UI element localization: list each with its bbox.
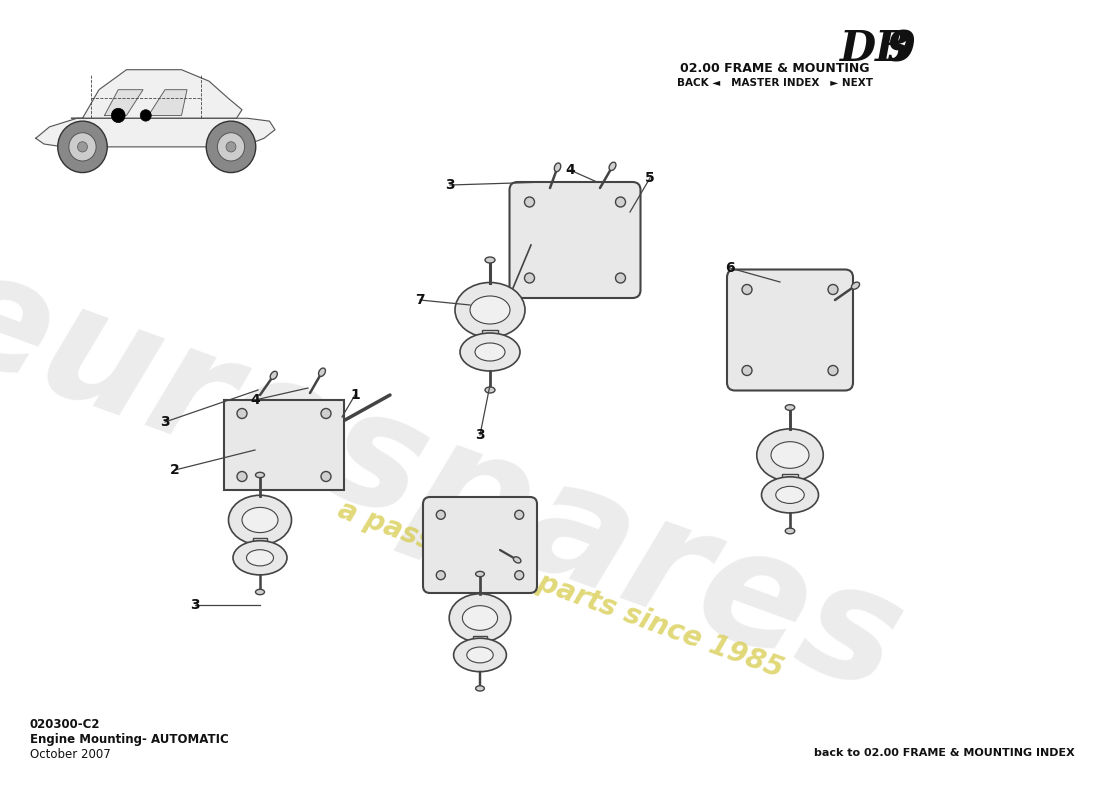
Bar bbox=[782, 474, 797, 491]
Text: a passion for parts since 1985: a passion for parts since 1985 bbox=[333, 496, 786, 684]
Ellipse shape bbox=[242, 507, 278, 533]
Bar bbox=[482, 330, 498, 348]
Text: 3: 3 bbox=[446, 178, 454, 192]
Ellipse shape bbox=[785, 528, 794, 534]
FancyBboxPatch shape bbox=[424, 497, 537, 593]
Ellipse shape bbox=[229, 495, 292, 545]
Ellipse shape bbox=[851, 282, 859, 290]
Circle shape bbox=[616, 197, 626, 207]
Circle shape bbox=[236, 409, 248, 418]
Ellipse shape bbox=[609, 162, 616, 170]
Ellipse shape bbox=[449, 594, 510, 642]
Ellipse shape bbox=[470, 296, 510, 324]
Circle shape bbox=[437, 570, 446, 580]
Text: 6: 6 bbox=[725, 261, 735, 275]
Circle shape bbox=[525, 197, 535, 207]
Circle shape bbox=[218, 133, 244, 161]
Ellipse shape bbox=[785, 405, 794, 410]
Circle shape bbox=[111, 108, 125, 122]
Ellipse shape bbox=[475, 571, 484, 577]
Ellipse shape bbox=[255, 472, 264, 478]
Ellipse shape bbox=[319, 368, 326, 376]
Text: 02.00 FRAME & MOUNTING: 02.00 FRAME & MOUNTING bbox=[680, 62, 870, 75]
Ellipse shape bbox=[455, 282, 525, 338]
Text: back to 02.00 FRAME & MOUNTING INDEX: back to 02.00 FRAME & MOUNTING INDEX bbox=[814, 748, 1075, 758]
Ellipse shape bbox=[757, 429, 823, 481]
Ellipse shape bbox=[761, 477, 818, 513]
Text: 9: 9 bbox=[887, 28, 916, 70]
Circle shape bbox=[616, 273, 626, 283]
Text: 4: 4 bbox=[565, 163, 575, 177]
Text: Engine Mounting- AUTOMATIC: Engine Mounting- AUTOMATIC bbox=[30, 733, 229, 746]
Circle shape bbox=[57, 121, 108, 173]
Text: 5: 5 bbox=[645, 171, 654, 185]
Polygon shape bbox=[35, 118, 275, 147]
FancyBboxPatch shape bbox=[727, 270, 852, 390]
Ellipse shape bbox=[514, 557, 521, 563]
Bar bbox=[253, 538, 267, 554]
Ellipse shape bbox=[246, 550, 274, 566]
Text: 3: 3 bbox=[161, 415, 169, 429]
Ellipse shape bbox=[485, 387, 495, 393]
Circle shape bbox=[77, 142, 88, 152]
Text: eurospares: eurospares bbox=[0, 234, 921, 726]
Polygon shape bbox=[224, 400, 344, 490]
Ellipse shape bbox=[255, 590, 264, 594]
Circle shape bbox=[828, 366, 838, 375]
Text: BACK ◄   MASTER INDEX   ► NEXT: BACK ◄ MASTER INDEX ► NEXT bbox=[676, 78, 873, 88]
Circle shape bbox=[141, 110, 152, 121]
Circle shape bbox=[515, 570, 524, 580]
Text: 020300-C2: 020300-C2 bbox=[30, 718, 100, 731]
Circle shape bbox=[321, 409, 331, 418]
Circle shape bbox=[321, 471, 331, 482]
Ellipse shape bbox=[453, 638, 506, 672]
Ellipse shape bbox=[462, 606, 497, 630]
Circle shape bbox=[525, 273, 535, 283]
Text: DB: DB bbox=[840, 28, 911, 70]
Ellipse shape bbox=[485, 257, 495, 263]
Ellipse shape bbox=[475, 343, 505, 361]
Ellipse shape bbox=[771, 442, 808, 468]
Text: 1: 1 bbox=[350, 388, 360, 402]
Ellipse shape bbox=[554, 163, 561, 172]
Ellipse shape bbox=[460, 333, 520, 371]
Polygon shape bbox=[148, 90, 187, 115]
Ellipse shape bbox=[233, 541, 287, 575]
Circle shape bbox=[437, 510, 446, 519]
Circle shape bbox=[227, 142, 235, 152]
Polygon shape bbox=[72, 70, 242, 118]
FancyBboxPatch shape bbox=[509, 182, 640, 298]
Circle shape bbox=[236, 471, 248, 482]
Bar bbox=[473, 635, 487, 651]
Circle shape bbox=[515, 510, 524, 519]
Text: 2: 2 bbox=[170, 463, 180, 477]
Text: 7: 7 bbox=[415, 293, 425, 307]
Text: 3: 3 bbox=[475, 428, 485, 442]
Text: 4: 4 bbox=[250, 393, 260, 407]
Circle shape bbox=[828, 285, 838, 294]
Ellipse shape bbox=[475, 686, 484, 691]
Text: 3: 3 bbox=[190, 598, 200, 612]
Ellipse shape bbox=[466, 647, 493, 663]
Ellipse shape bbox=[271, 371, 277, 379]
Circle shape bbox=[207, 121, 255, 173]
Ellipse shape bbox=[776, 486, 804, 503]
Circle shape bbox=[742, 285, 752, 294]
Text: October 2007: October 2007 bbox=[30, 748, 111, 761]
Circle shape bbox=[69, 133, 96, 161]
Polygon shape bbox=[104, 90, 143, 115]
Circle shape bbox=[742, 366, 752, 375]
